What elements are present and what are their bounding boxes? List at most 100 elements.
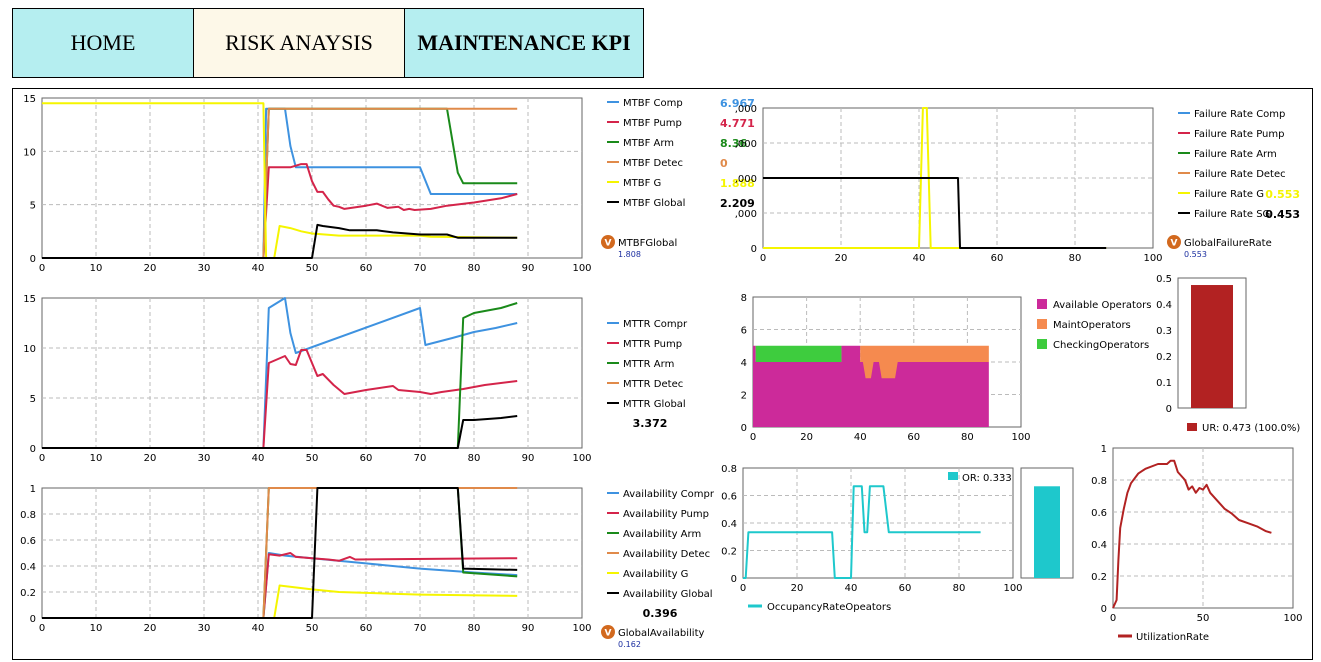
series-area-maint-operators <box>860 345 989 379</box>
x-tick-label: 30 <box>198 453 211 464</box>
x-tick-label: 70 <box>414 263 427 274</box>
x-tick-label: 30 <box>198 263 211 274</box>
legend-label: MTBF Comp <box>623 98 683 109</box>
x-tick-label: 80 <box>953 583 966 594</box>
variable-label: GlobalFailureRate <box>1184 238 1272 249</box>
legend-swatch <box>1187 423 1197 431</box>
y-tick-label: 4 <box>741 358 747 369</box>
y-tick-label: 10 <box>23 147 36 158</box>
x-tick-label: 60 <box>360 263 373 274</box>
x-tick-label: 0 <box>39 263 45 274</box>
y-tick-label: 15 <box>23 94 36 105</box>
legend-label: Failure Rate Comp <box>1194 109 1285 120</box>
x-tick-label: 40 <box>854 432 867 443</box>
y-tick-label: ,000 <box>735 209 757 220</box>
y-tick-label: ,000 <box>735 174 757 185</box>
x-tick-label: 80 <box>468 453 481 464</box>
x-tick-label: 10 <box>90 263 103 274</box>
x-tick-label: 60 <box>907 432 920 443</box>
legend-label: Availability Global <box>623 589 713 600</box>
x-tick-label: 60 <box>991 253 1004 264</box>
y-tick-label: 0 <box>30 254 36 265</box>
legend-label: Failure Rate Detec <box>1194 169 1286 180</box>
x-tick-label: 10 <box>90 623 103 634</box>
legend-value: 0.553 <box>1265 188 1300 201</box>
legend-label: Availability Pump <box>623 509 709 520</box>
legend-label: MTBF G <box>623 178 661 189</box>
legend-swatch <box>1037 299 1047 309</box>
y-tick-label: 15 <box>23 294 36 305</box>
series-line-mttr-pump <box>42 349 518 449</box>
y-tick-label: 2 <box>741 391 747 402</box>
legend-value: 6.967 <box>720 97 755 110</box>
x-tick-label: 50 <box>1197 613 1210 624</box>
y-tick-label: 0 <box>1166 404 1172 415</box>
tab-home[interactable]: HOME <box>13 9 194 77</box>
legend-label: MTBF Global <box>623 198 685 209</box>
legend-value: 4.771 <box>720 117 755 130</box>
variable-label: GlobalAvailability <box>618 628 704 639</box>
x-tick-label: 10 <box>90 453 103 464</box>
variable-icon <box>1167 235 1181 249</box>
y-tick-label: 5 <box>30 201 36 212</box>
series-line-failure-rate-sg <box>763 177 1107 249</box>
x-tick-label: 100 <box>1003 583 1022 594</box>
legend-label: MTTR Global <box>623 399 686 410</box>
variable-icon-glyph: V <box>605 629 612 639</box>
legend-label: Failure Rate Pump <box>1194 129 1284 140</box>
legend-label: MTTR Pump <box>623 339 682 350</box>
legend-label: Available Operators <box>1053 300 1151 311</box>
or-swatch <box>948 472 958 480</box>
y-tick-label: 0 <box>751 244 757 255</box>
x-tick-label: 0 <box>740 583 746 594</box>
legend-swatch <box>1037 319 1047 329</box>
ur_bar-plot-area: 0 0.1 0.2 0.3 0.4 0.5 <box>1156 274 1247 415</box>
legend-label: Availability Compr <box>623 489 715 500</box>
availability-plot-area: 0 10 20 30 40 50 60 70 80 90 100 0 0.2 0.4 0.6 0.8 1 <box>20 484 591 634</box>
x-tick-label: 100 <box>1143 253 1162 264</box>
legend-label: MTTR Arm <box>623 359 674 370</box>
failure-plot-area: 0 20 40 60 80 100 0 ,000 ,000 ,000 ,000 <box>735 104 1163 264</box>
series-line-availability-global <box>42 487 518 619</box>
y-tick-label: 0.1 <box>1156 378 1172 389</box>
legend-value: 0.453 <box>1265 208 1300 221</box>
legend-label: OccupancyRateOpeators <box>767 602 891 613</box>
y-tick-label: 0.5 <box>1156 274 1172 285</box>
mtbf-legend: MTBF Comp 6.967 MTBF Pump 4.771 MTBF Arm 8.36… <box>607 97 755 210</box>
legend-value: 8.36 <box>720 137 747 150</box>
series-line-mttr-global <box>42 415 518 449</box>
legend-swatch <box>1037 339 1047 349</box>
x-tick-label: 20 <box>791 583 804 594</box>
variable-value: 0.553 <box>1184 250 1207 259</box>
x-tick-label: 90 <box>522 453 535 464</box>
y-tick-label: 0.8 <box>721 464 737 475</box>
y-tick-label: 0.4 <box>1091 540 1107 551</box>
legend-label: MTBF Detec <box>623 158 683 169</box>
tab-maintenance-kpi[interactable]: MAINTENANCE KPI <box>405 9 643 77</box>
legend-label: MTBF Pump <box>623 118 682 129</box>
y-tick-label: 0.6 <box>1091 508 1107 519</box>
series-line-mttr-compr <box>42 297 518 449</box>
x-tick-label: 20 <box>835 253 848 264</box>
series-line-availability-pump <box>42 552 518 619</box>
y-tick-label: 0 <box>731 574 737 585</box>
variable-icon <box>601 235 615 249</box>
x-tick-label: 60 <box>899 583 912 594</box>
variable-icon-glyph: V <box>1171 239 1178 249</box>
legend-label: UR: 0.473 (100.0%) <box>1202 423 1300 434</box>
series-line-mtbf-global <box>42 223 518 259</box>
legend-label: MaintOperators <box>1053 320 1131 331</box>
x-tick-label: 40 <box>252 453 265 464</box>
y-tick-label: 0 <box>741 423 747 434</box>
or-label: OR: 0.333 <box>962 473 1012 484</box>
kpi-dashboard-panel <box>12 88 1313 660</box>
y-tick-label: 6 <box>741 326 747 337</box>
tab-risk-analysis[interactable]: RISK ANAYSIS <box>194 9 405 77</box>
x-tick-label: 40 <box>252 623 265 634</box>
legend-label: Failure Rate Arm <box>1194 149 1277 160</box>
y-tick-label: 0.2 <box>20 588 36 599</box>
legend-label: MTTR Detec <box>623 379 683 390</box>
